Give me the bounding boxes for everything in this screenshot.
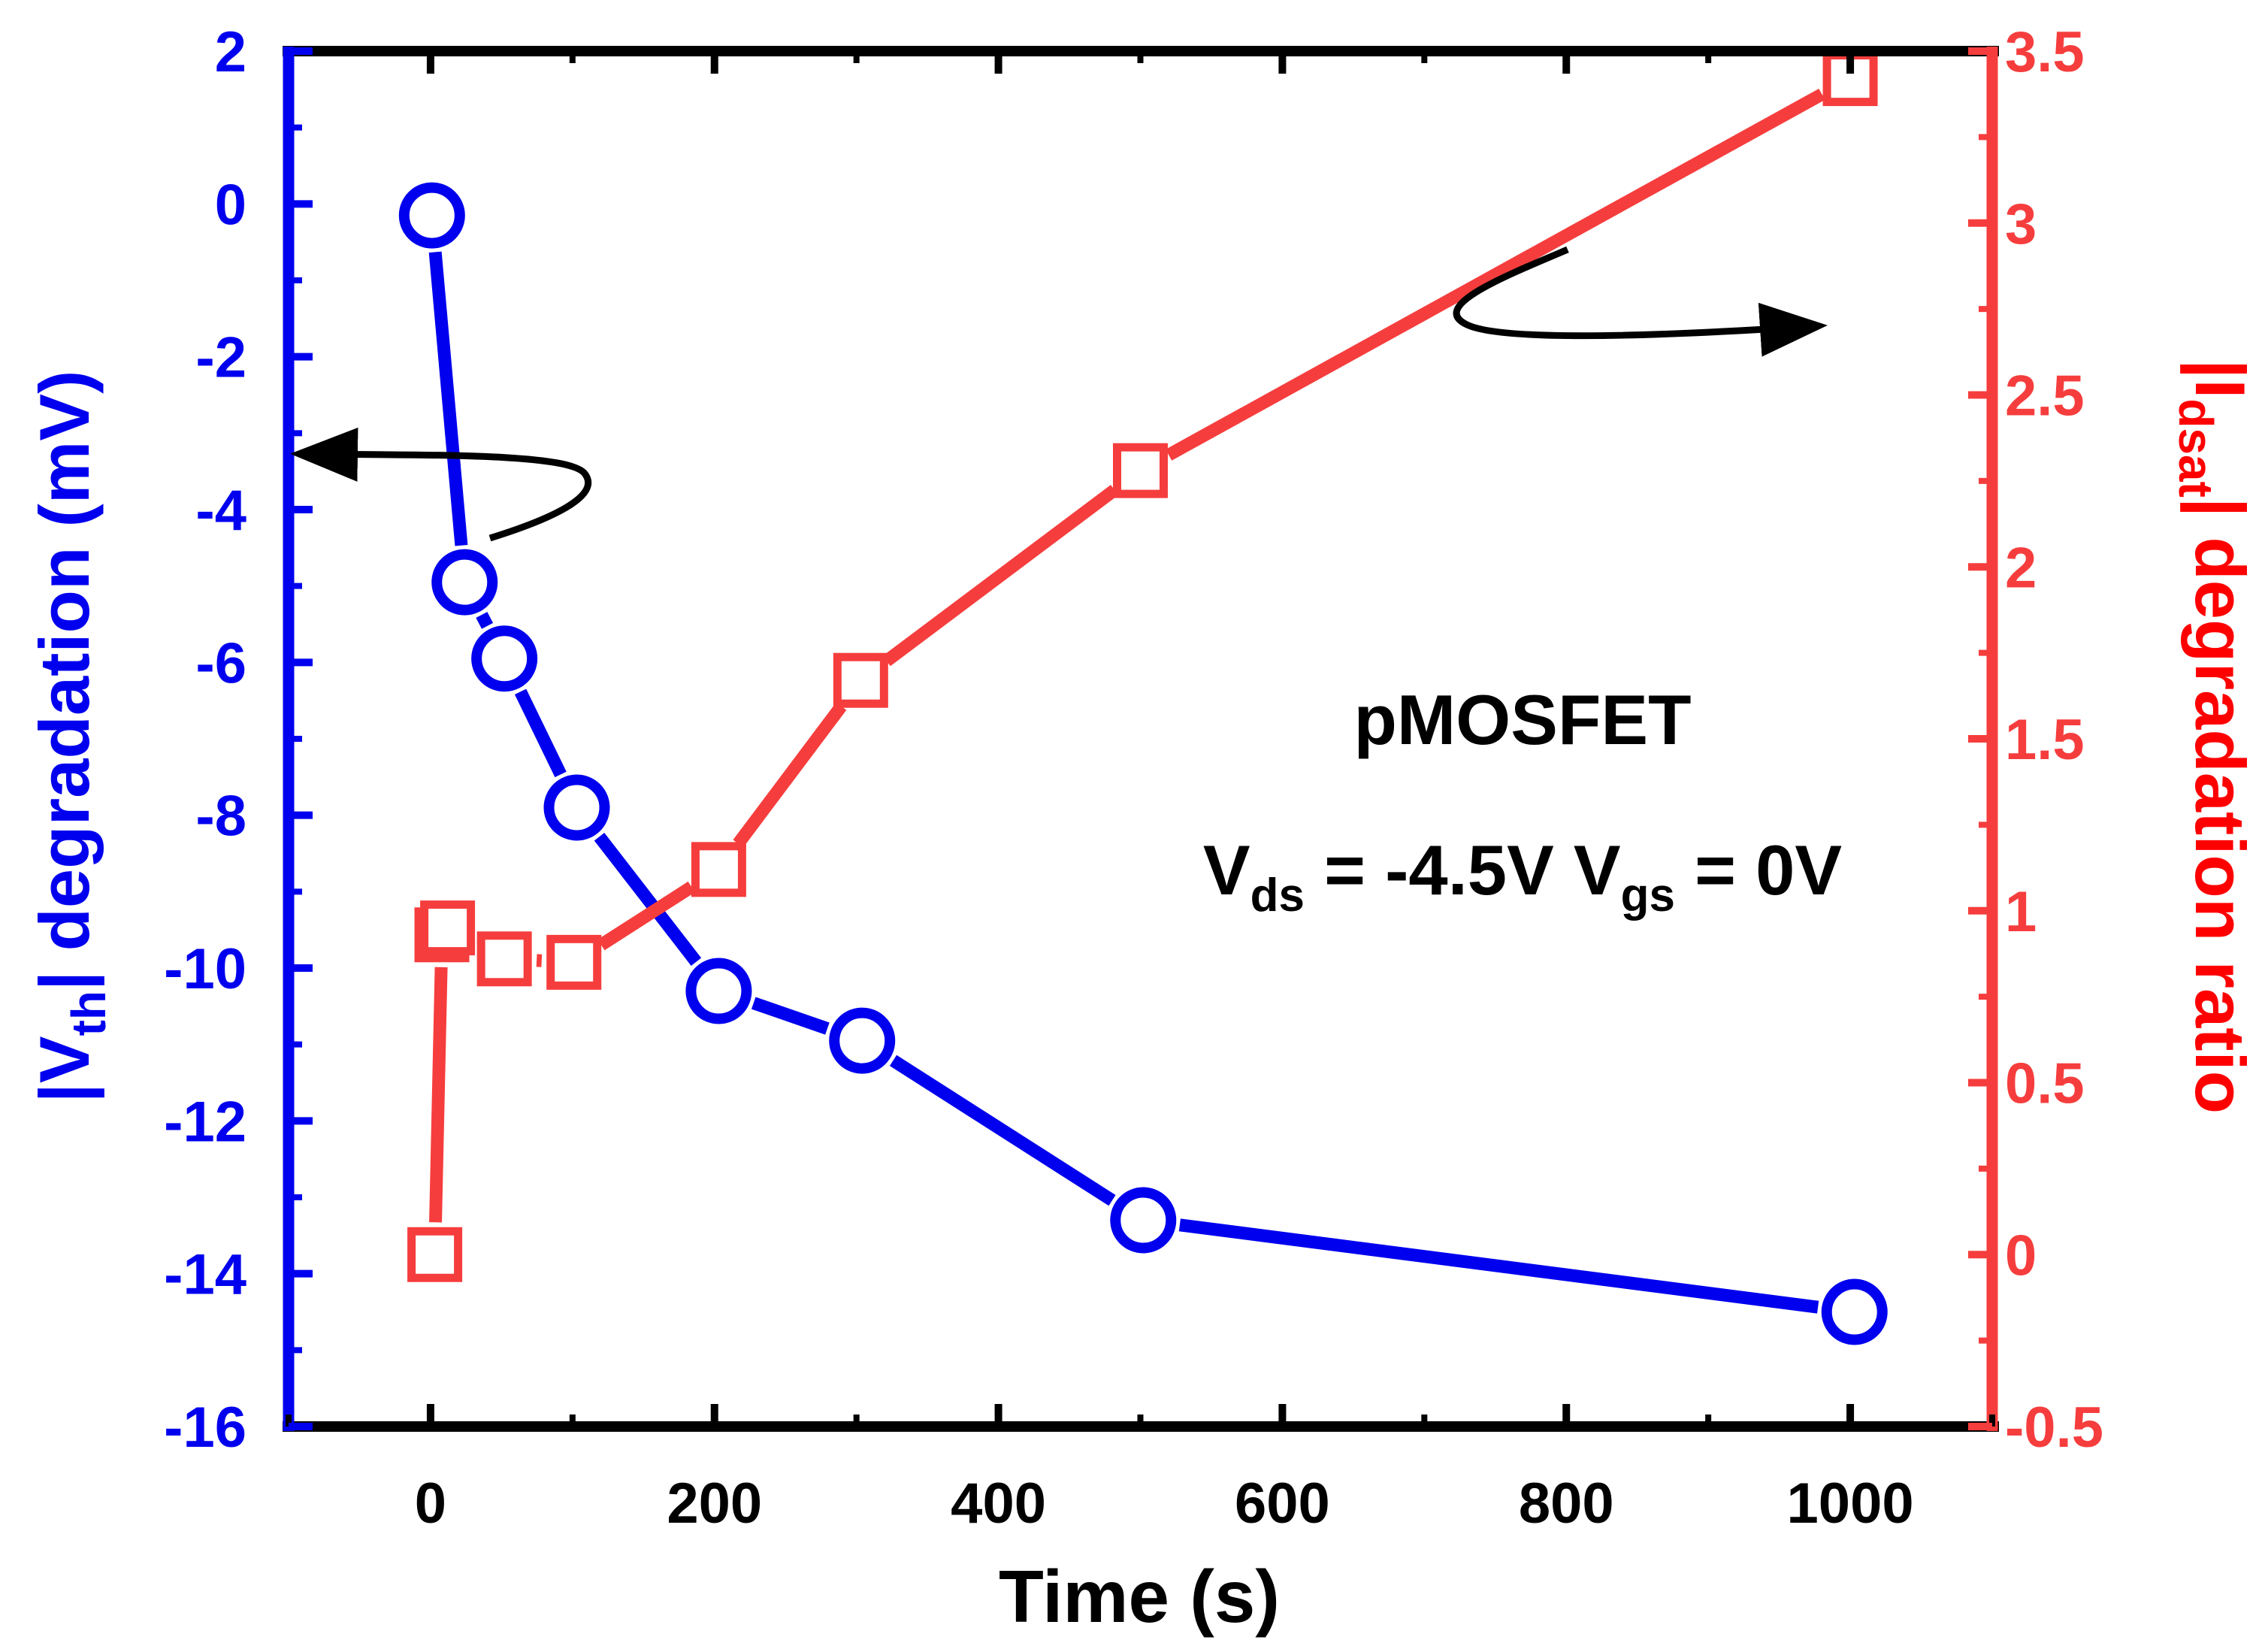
vth-data-point [543, 774, 610, 841]
vth-data-point [1821, 1278, 1888, 1345]
x-tick-label: 400 [951, 1472, 1046, 1536]
series-1-segment [597, 881, 695, 951]
right-y-tick-label: -0.5 [2005, 1396, 2103, 1460]
right-y-tick-label: 0.5 [2005, 1052, 2085, 1116]
right-y-tick-label: 3.5 [2005, 20, 2085, 84]
bias-label: Vds = -4.5V Vgs = 0V [1203, 831, 1842, 921]
vth-data-point [829, 1007, 896, 1074]
x-tick-label: 600 [1235, 1472, 1330, 1536]
series-1-segment [429, 967, 448, 1223]
right-y-tick-label: 1 [2005, 880, 2037, 944]
series-0-segment [514, 688, 567, 778]
left-y-tick-label: 0 [215, 173, 246, 237]
left-y-tick-label: -6 [195, 631, 246, 695]
device-label: pMOSFET [1353, 680, 1691, 759]
vth-data-point [398, 182, 465, 249]
x-tick-label: 200 [667, 1472, 762, 1536]
idsat-data-point [833, 652, 888, 708]
right-axis-arrow [1453, 246, 1828, 357]
left-y-tick-label: -8 [195, 785, 246, 849]
left-axis-arrow [290, 427, 592, 542]
left-y-tick-label: -2 [195, 326, 246, 390]
x-tick-label: 800 [1519, 1472, 1614, 1536]
left-y-tick-label: -4 [195, 479, 246, 543]
idsat-data-point [691, 842, 746, 897]
right-y-tick-label: 2.5 [2005, 365, 2085, 428]
right-y-tick-label: 0 [2005, 1224, 2037, 1287]
series-0-segment [594, 833, 702, 966]
x-tick-label: 0 [415, 1472, 446, 1536]
series-1-segment [1166, 88, 1825, 461]
vth-data-point [471, 625, 538, 692]
series-0-segment [1178, 1218, 1819, 1314]
right-y-tick-label: 1.5 [2005, 708, 2085, 772]
series-0-segment [751, 997, 830, 1035]
series-0-segment [889, 1054, 1116, 1206]
right-axis-title: |Idsat| degradation ratio [2169, 359, 2260, 1114]
idsat-data-point [1113, 443, 1168, 498]
idsat-data-point [476, 931, 532, 987]
left-y-tick-label: -16 [164, 1396, 246, 1460]
idsat-data-point [407, 1227, 463, 1282]
right-y-tick-label: 3 [2005, 192, 2037, 256]
idsat-data-point [546, 934, 602, 990]
x-axis-title: Time (s) [999, 1555, 1280, 1638]
idsat-data-point [420, 900, 476, 956]
left-y-tick-label: -14 [164, 1243, 246, 1307]
vth-data-point [1110, 1187, 1177, 1254]
series-1-segment [882, 485, 1119, 667]
left-y-tick-label: -12 [164, 1090, 246, 1154]
left-axis-title: |Vth| degradation (mV) [25, 371, 116, 1103]
left-y-tick-label: 2 [215, 20, 246, 84]
right-y-tick-label: 2 [2005, 536, 2037, 600]
vth-data-point [685, 958, 752, 1024]
x-tick-label: 1000 [1787, 1472, 1914, 1536]
series-0-segment [476, 612, 494, 629]
left-y-tick-label: -10 [164, 937, 246, 1001]
series-1-segment [733, 702, 847, 848]
vth-data-point [431, 549, 498, 616]
series-0-segment [428, 251, 468, 546]
